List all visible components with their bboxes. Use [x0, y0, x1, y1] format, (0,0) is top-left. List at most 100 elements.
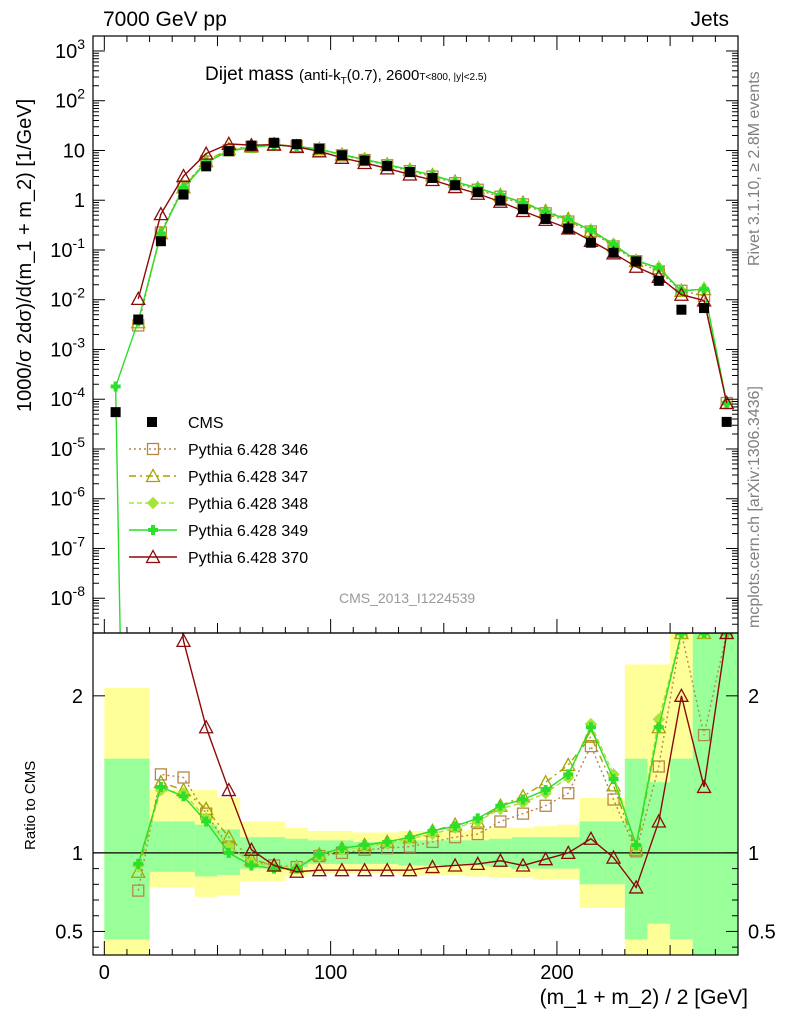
- ratio-marker-3-v: [317, 849, 322, 860]
- main-marker-3: [699, 284, 710, 295]
- ratio-marker-3: [631, 840, 642, 851]
- y-tick-exponent: -4: [73, 384, 86, 400]
- ratio-marker-3: [133, 858, 144, 869]
- ratio-marker-3: [495, 800, 506, 811]
- ratio-marker-3: [518, 794, 528, 805]
- ratio-marker-4: [243, 841, 260, 856]
- legend-label-3: Pythia 6.428 349: [188, 523, 308, 540]
- data-point: [382, 160, 393, 171]
- legend-marker-0: [146, 442, 160, 456]
- ratio-marker-3-v: [453, 821, 458, 832]
- ratio-frame: [92, 632, 739, 956]
- data-point: [450, 180, 461, 191]
- ratio-marker-3-v: [475, 813, 480, 824]
- data-point: [178, 189, 189, 200]
- main-marker-3-v: [158, 228, 163, 239]
- main-marker-3: [653, 263, 664, 274]
- data-point: [495, 195, 506, 206]
- main-marker-3-v: [702, 284, 707, 295]
- ratio-marker-1: [130, 863, 146, 878]
- ratio-marker-3: [314, 849, 325, 860]
- ratio-marker-3-v: [249, 860, 254, 871]
- data-points: [110, 137, 732, 427]
- legend-marker-3-v: [151, 525, 155, 535]
- y-tick-label: 10-6: [50, 484, 85, 511]
- ratio-marker-4: [289, 863, 305, 878]
- band-inner-bin: [692, 633, 716, 955]
- ratio-tick-label-right: 1: [748, 843, 759, 865]
- legend-marker-data: [147, 417, 157, 427]
- ratio-marker-4: [719, 633, 735, 640]
- data-point: [314, 143, 325, 154]
- y-tick-label: 10: [63, 140, 85, 162]
- main-marker-3-v: [656, 263, 661, 274]
- ratio-line-4: [181, 633, 728, 889]
- ratio-marker-0: [584, 739, 598, 753]
- data-point: [721, 416, 732, 427]
- plot-title-sub: (anti-kT(0.7), 2600T<800, |y|<2.5): [298, 67, 487, 87]
- y-tick-exponent: -2: [73, 285, 86, 301]
- ratio-marker-3-v: [498, 800, 503, 811]
- ratio-marker-4: [628, 879, 644, 894]
- band-inner-bin: [715, 633, 738, 955]
- ratio-marker-3-v: [136, 858, 141, 869]
- ratio-line-1: [137, 633, 727, 872]
- ratio-marker-3: [155, 781, 166, 792]
- legend-label-2: Pythia 6.428 348: [188, 496, 308, 513]
- x-axis-label: (m_1 + m_2) / 2 [GeV]: [539, 986, 748, 1009]
- main-marker-4: [153, 206, 169, 221]
- analysis-label: CMS_2013_I1224539: [339, 590, 476, 606]
- axes: 10310210110-110-210-310-410-510-610-710-…: [50, 35, 776, 984]
- data-point: [404, 166, 415, 177]
- ratio-marker-3: [653, 722, 664, 733]
- main-marker-3-v: [679, 285, 684, 296]
- ratio-marker-4: [583, 830, 599, 845]
- ratio-marker-3-v: [226, 847, 231, 858]
- main-marker-3-v: [543, 206, 548, 217]
- main-frame: [92, 35, 739, 634]
- y-tick-exponent: -1: [73, 235, 86, 251]
- y-tick-label: 10-3: [50, 334, 85, 361]
- ratio-marker-3: [382, 836, 393, 847]
- main-line-2: [137, 144, 728, 404]
- ratio-marker-4: [447, 857, 463, 872]
- ratio-marker-0: [132, 884, 145, 897]
- y-tick-exponent: -6: [73, 484, 86, 500]
- data-point: [585, 237, 596, 248]
- ratio-marker-4: [379, 862, 395, 877]
- data-point: [246, 140, 257, 151]
- y-tick-exponent: -7: [73, 533, 86, 549]
- ratio-marker-4: [651, 813, 667, 828]
- ratio-marker-3: [336, 843, 347, 854]
- ratio-marker-4: [198, 719, 214, 734]
- ratio-marker-3: [291, 863, 302, 874]
- y-tick-label: 10-4: [50, 384, 85, 411]
- data-point: [133, 314, 144, 325]
- ratio-tick-label: 2: [72, 686, 83, 708]
- main-line-3: [114, 144, 728, 404]
- x-tick-label: 200: [540, 962, 573, 984]
- ratio-marker-4: [470, 856, 486, 871]
- main-line-1: [137, 143, 728, 404]
- y-tick-exponent: -3: [73, 334, 86, 350]
- band-inner-bin: [149, 821, 173, 872]
- ratio-marker-3: [472, 813, 483, 824]
- main-marker-3-v: [521, 197, 525, 208]
- data-point: [653, 275, 664, 286]
- ratio-marker-3-v: [679, 633, 684, 638]
- y-tick-label: 103: [55, 36, 85, 63]
- main-marker-3-v: [611, 239, 616, 250]
- ratio-marker-3: [246, 860, 257, 871]
- band-inner-bin: [126, 758, 150, 940]
- y-tick-exponent: -8: [73, 583, 86, 599]
- main-marker-3: [540, 206, 551, 217]
- ratio-marker-3-v: [204, 816, 209, 827]
- band-inner-bin: [104, 758, 127, 940]
- ratio-marker-3: [450, 821, 461, 832]
- main-marker-3-v: [588, 225, 593, 236]
- ratio-marker-3: [699, 633, 710, 638]
- ratio-marker-3-v: [588, 722, 593, 733]
- ratio-marker-3: [676, 633, 687, 638]
- data-point: [608, 247, 619, 258]
